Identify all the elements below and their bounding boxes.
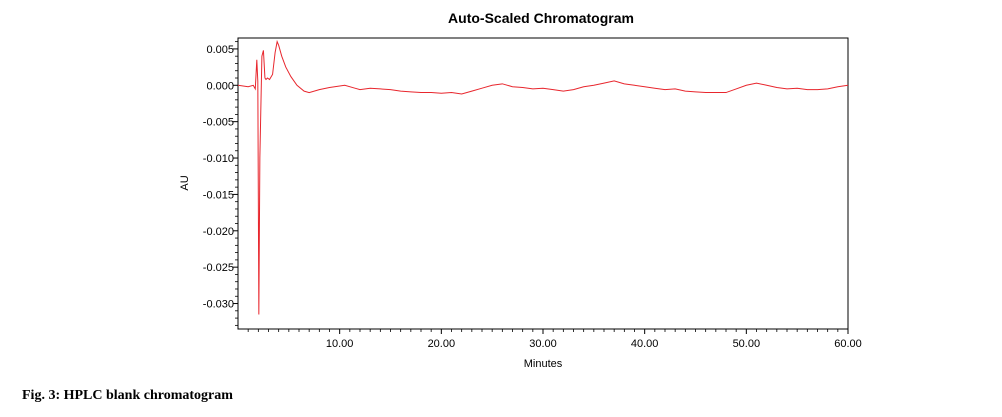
x-tick-label: 30.00 (529, 338, 557, 350)
y-axis-label: AU (179, 175, 191, 190)
series-line (237, 39, 849, 315)
chart-title: Auto-Scaled Chromatogram (448, 10, 634, 26)
x-tick-label: 10.00 (326, 338, 354, 350)
y-tick-label: -0.005 (203, 117, 234, 129)
y-axis-ticks: 0.005 0.000 -0.005 -0.010 -0.015 -0.020 -0.025… (203, 44, 238, 311)
x-tick-label: 60.00 (834, 338, 862, 350)
y-tick-label: -0.030 (203, 299, 234, 311)
x-tick-label: 20.00 (428, 338, 456, 350)
y-tick-label: 0.005 (206, 44, 234, 56)
x-axis-label: Minutes (524, 358, 563, 370)
figure-caption: Fig. 3: HPLC blank chromatogram (22, 388, 233, 403)
x-axis-ticks: 10.00 20.00 30.00 40.00 50.00 60.00 (326, 329, 862, 350)
minor-ticks (235, 41, 839, 332)
y-tick-label: -0.020 (203, 226, 234, 238)
plot-frame (237, 37, 849, 330)
x-tick-label: 40.00 (631, 338, 659, 350)
x-tick-label: 50.00 (733, 338, 761, 350)
y-tick-label: -0.015 (203, 189, 234, 201)
y-tick-label: 0.000 (206, 80, 234, 92)
y-tick-label: -0.025 (203, 262, 234, 274)
y-tick-label: -0.010 (203, 153, 234, 165)
